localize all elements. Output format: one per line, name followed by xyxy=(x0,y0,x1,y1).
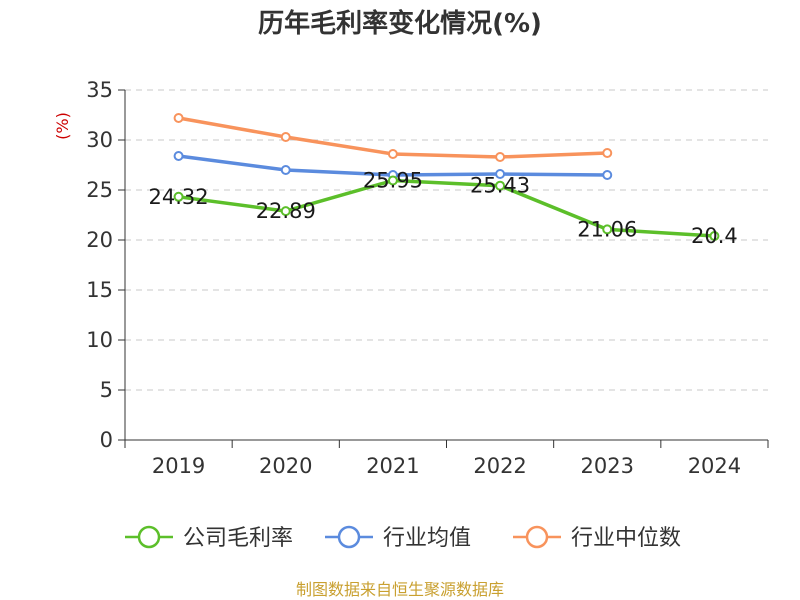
data-point xyxy=(173,113,184,123)
data-point xyxy=(495,180,506,191)
y-tick-label: 30 xyxy=(86,128,113,152)
legend-marker xyxy=(337,525,361,549)
legend: 公司毛利率 行业均值 行业中位数 xyxy=(125,525,681,551)
data-labels: 24.32 22.89 25.95 25.43 21.06 20.4 xyxy=(149,169,738,249)
data-label: 21.06 xyxy=(577,217,637,241)
data-label: 22.89 xyxy=(256,199,316,223)
series xyxy=(173,113,720,241)
legend-marker xyxy=(137,525,161,549)
series-line xyxy=(178,178,715,238)
data-point xyxy=(387,149,398,159)
x-tick-label: 2023 xyxy=(581,454,634,478)
data-label: 20.4 xyxy=(691,224,738,248)
y-tick-label: 20 xyxy=(86,228,113,252)
legend-label: 行业均值 xyxy=(383,526,471,551)
x-tick-label: 2019 xyxy=(152,454,205,478)
legend-label: 行业中位数 xyxy=(571,526,681,551)
data-point xyxy=(495,152,506,162)
x-tick-label: 2021 xyxy=(366,454,419,478)
x-tick-label: 2024 xyxy=(688,454,741,478)
legend-marker xyxy=(525,525,549,549)
axes: 0 5 10 15 20 25 30 35 2019 2020 2021 2022 2023 2024 xyxy=(86,78,769,478)
source-footer: 制图数据来自恒生聚源数据库 xyxy=(296,580,504,599)
data-label: 24.32 xyxy=(149,185,209,209)
data-point xyxy=(709,231,720,241)
data-point xyxy=(280,206,291,217)
y-axis-label: (%) xyxy=(53,112,72,140)
data-label: 25.43 xyxy=(470,174,530,198)
x-tick-label: 2022 xyxy=(473,454,526,478)
data-point xyxy=(173,191,184,202)
data-point xyxy=(387,175,398,186)
legend-label: 公司毛利率 xyxy=(183,526,293,551)
y-tick-label: 10 xyxy=(86,328,113,352)
data-point xyxy=(280,132,291,142)
y-tick-label: 0 xyxy=(100,428,113,452)
chart-title: 历年毛利率变化情况(%) xyxy=(258,8,542,39)
data-label: 25.95 xyxy=(363,169,423,193)
data-point xyxy=(602,224,613,235)
y-tick-label: 35 xyxy=(86,78,113,102)
data-point xyxy=(602,148,613,158)
y-tick-label: 5 xyxy=(100,378,113,402)
data-point xyxy=(495,169,506,179)
data-point xyxy=(173,151,184,161)
data-point xyxy=(602,170,613,180)
y-tick-label: 25 xyxy=(86,178,113,202)
data-point xyxy=(280,165,291,175)
grid-lines xyxy=(125,89,768,391)
x-tick-label: 2020 xyxy=(259,454,312,478)
y-tick-label: 15 xyxy=(86,278,113,302)
